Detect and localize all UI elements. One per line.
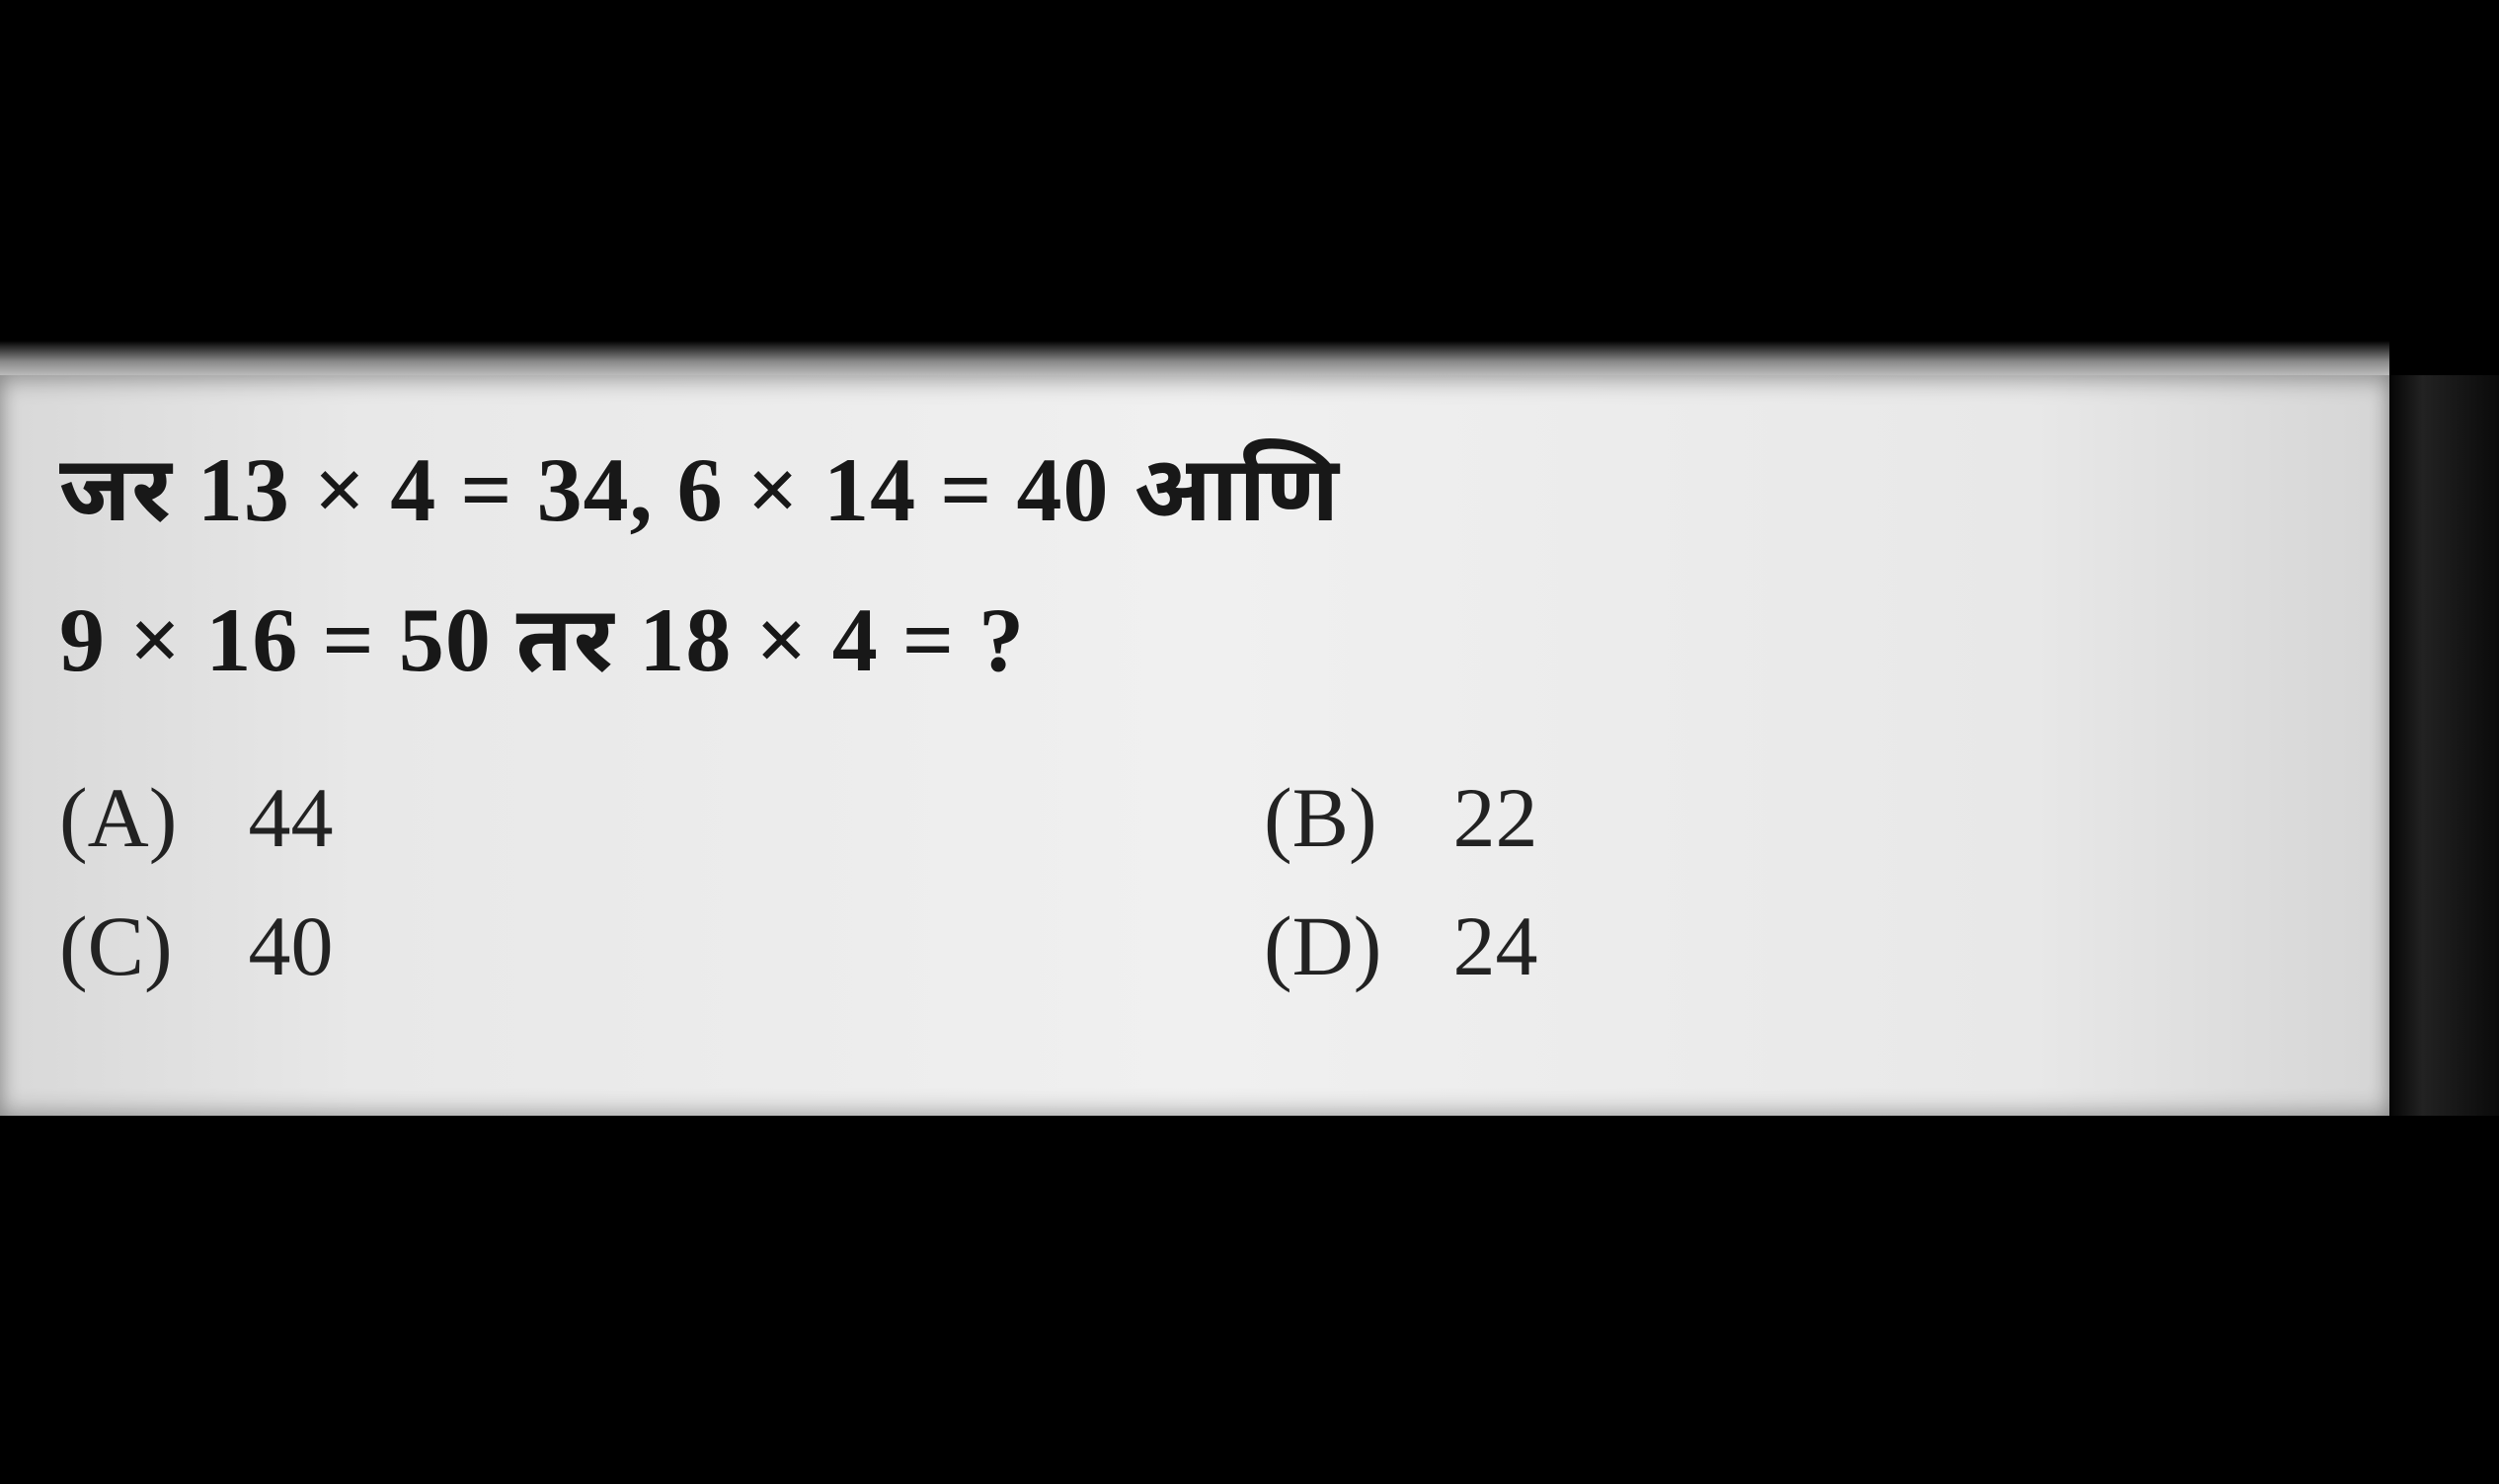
option-b: (B) 22 bbox=[1264, 768, 2330, 867]
option-d-label: (D) bbox=[1264, 897, 1432, 995]
question-line-2: 9 × 16 = 50 तर 18 × 4 = ? bbox=[59, 570, 2330, 720]
question-strip: जर 13 × 4 = 34, 6 × 14 = 40 आणि 9 × 16 =… bbox=[0, 375, 2389, 1116]
question-line2-math-a: 9 × 16 = 50 bbox=[59, 589, 492, 690]
page-top-shadow bbox=[0, 341, 2389, 375]
option-b-label: (B) bbox=[1264, 768, 1432, 867]
question-prefix-word: जर bbox=[59, 439, 197, 558]
question-line2-math-b: 18 × 4 = ? bbox=[639, 589, 1025, 690]
option-b-value: 22 bbox=[1453, 768, 1538, 867]
option-a-label: (A) bbox=[59, 768, 227, 867]
option-a: (A) 44 bbox=[59, 768, 1126, 867]
option-d: (D) 24 bbox=[1264, 897, 2330, 995]
option-c: (C) 40 bbox=[59, 897, 1126, 995]
question-line1-math: 13 × 4 = 34, 6 × 14 = 40 bbox=[197, 439, 1110, 540]
option-c-value: 40 bbox=[249, 897, 334, 995]
page-right-dark-margin bbox=[2389, 375, 2499, 1116]
question-line2-mid: तर bbox=[492, 589, 639, 708]
question-suffix-word: आणि bbox=[1110, 439, 1340, 558]
question-line-1: जर 13 × 4 = 34, 6 × 14 = 40 आणि bbox=[59, 420, 2330, 570]
option-c-label: (C) bbox=[59, 897, 227, 995]
options-grid: (A) 44 (B) 22 (C) 40 (D) 24 bbox=[59, 768, 2330, 995]
option-a-value: 44 bbox=[249, 768, 334, 867]
option-d-value: 24 bbox=[1453, 897, 1538, 995]
